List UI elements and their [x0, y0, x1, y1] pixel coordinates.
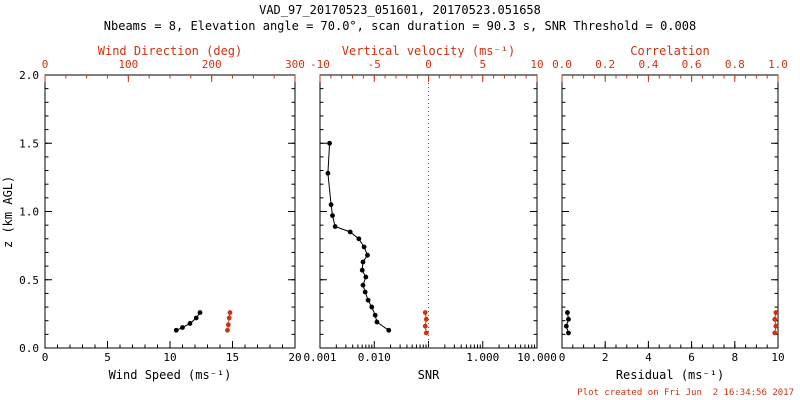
svg-text:Wind Speed (ms⁻¹): Wind Speed (ms⁻¹) [109, 368, 232, 382]
series-correlation [772, 310, 779, 336]
svg-text:300: 300 [285, 58, 305, 71]
svg-text:15: 15 [226, 351, 239, 364]
svg-text:Vertical velocity (ms⁻¹): Vertical velocity (ms⁻¹) [342, 44, 515, 58]
svg-text:5: 5 [104, 351, 111, 364]
svg-text:1.5: 1.5 [19, 137, 39, 150]
svg-text:6: 6 [688, 351, 695, 364]
svg-text:0.6: 0.6 [682, 58, 702, 71]
svg-text:0.0: 0.0 [19, 342, 39, 355]
svg-text:0.4: 0.4 [638, 58, 658, 71]
svg-text:4: 4 [645, 351, 652, 364]
svg-text:0: 0 [425, 58, 432, 71]
series-wind-direction [225, 310, 233, 333]
snr-vertical-velocity-panel: 0.001 0.010 1.000 10.000 SNR -10 -5 0 5 10 Vertica… [303, 44, 556, 382]
svg-text:-5: -5 [368, 58, 381, 71]
svg-text:100: 100 [118, 58, 138, 71]
svg-text:Wind Direction (deg): Wind Direction (deg) [98, 44, 243, 58]
svg-text:0.8: 0.8 [725, 58, 745, 71]
svg-text:1.0: 1.0 [19, 206, 39, 219]
svg-text:20: 20 [288, 351, 301, 364]
svg-text:0.2: 0.2 [595, 58, 615, 71]
series-snr-profile [325, 140, 392, 333]
svg-text:Residual (ms⁻¹): Residual (ms⁻¹) [616, 368, 724, 382]
residual-correlation-panel: 0 2 4 6 8 10 Residual (ms⁻¹) 0.0 0.2 0.4 0.6 0.8 1.0… [552, 44, 788, 382]
svg-text:2.0: 2.0 [19, 69, 39, 82]
svg-text:8: 8 [731, 351, 738, 364]
plot-subtitle: Nbeams = 8, Elevation angle = 70.0°, sca… [103, 19, 697, 33]
svg-text:0.001: 0.001 [303, 351, 336, 364]
svg-text:0.0: 0.0 [552, 58, 572, 71]
svg-text:Correlation: Correlation [630, 44, 709, 58]
svg-text:SNR: SNR [418, 368, 440, 382]
svg-text:10: 10 [771, 351, 784, 364]
svg-text:200: 200 [202, 58, 222, 71]
svg-text:-10: -10 [310, 58, 330, 71]
svg-text:0: 0 [42, 351, 49, 364]
svg-text:2: 2 [602, 351, 609, 364]
plot-created-timestamp: Plot created on Fri Jun 2 16:34:56 2017 [577, 388, 794, 398]
plot-title: VAD_97_20170523_051601, 20170523.051658 [259, 3, 541, 17]
series-wind-speed [173, 310, 203, 333]
svg-text:0.010: 0.010 [358, 351, 391, 364]
svg-text:0: 0 [42, 58, 49, 71]
svg-text:0.5: 0.5 [19, 274, 39, 287]
svg-text:5: 5 [479, 58, 486, 71]
svg-text:0: 0 [559, 351, 566, 364]
svg-text:10: 10 [530, 58, 543, 71]
svg-text:10: 10 [163, 351, 176, 364]
svg-text:10.000: 10.000 [517, 351, 557, 364]
series-vertical-velocity [422, 310, 429, 336]
series-residual [563, 310, 571, 336]
svg-text:1.000: 1.000 [466, 351, 499, 364]
svg-text:1.0: 1.0 [768, 58, 788, 71]
